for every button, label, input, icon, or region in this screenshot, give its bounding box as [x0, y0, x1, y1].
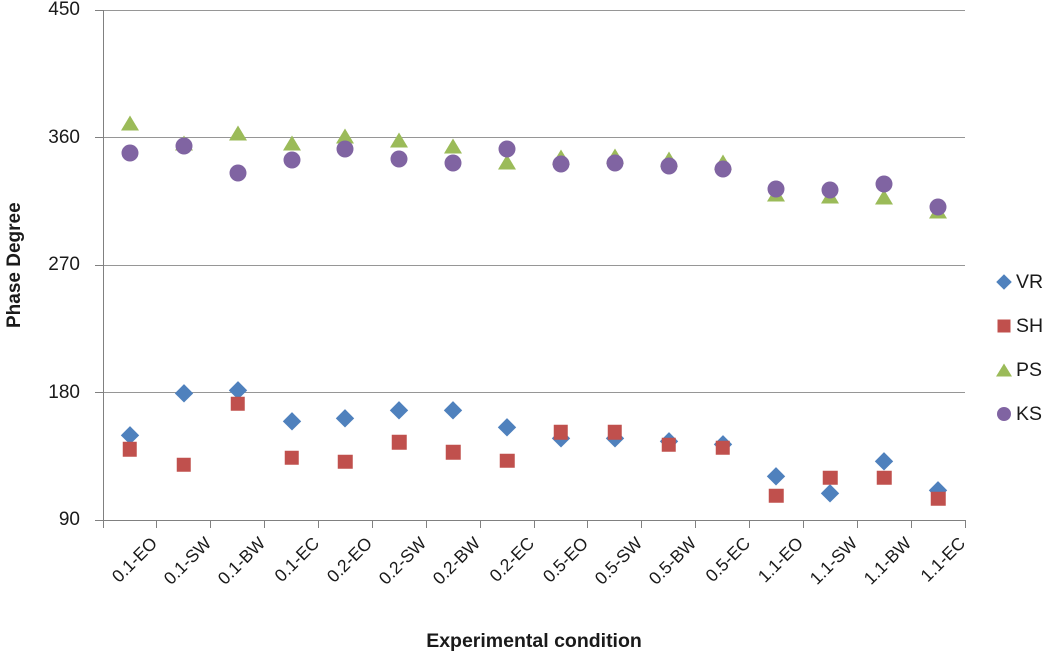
- x-tick-0: [102, 520, 104, 528]
- x-tick-12: [749, 520, 750, 528]
- marker-ps-0.1-BW: [228, 125, 247, 141]
- marker-sh-0.5-EC: [715, 440, 730, 455]
- y-tick-label-270: 270: [48, 254, 80, 275]
- marker-vr-0.2-SW: [390, 400, 409, 419]
- y-tick-270: [95, 264, 103, 266]
- marker-vr-0.2-EO: [336, 409, 355, 427]
- marker-sh-0.2-BW: [445, 444, 461, 460]
- marker-vr-1.1-BW: [875, 451, 894, 470]
- triangle-icon: [995, 362, 1012, 379]
- marker-ps-0.2-EO: [336, 128, 355, 144]
- marker-ks-0.5-EC: [714, 160, 732, 178]
- marker-sh-0.2-EO: [338, 454, 353, 470]
- marker-vr-0.2-EC: [498, 417, 516, 436]
- marker-ks-0.2-BW: [444, 154, 462, 172]
- y-tick-label-90: 90: [58, 509, 80, 530]
- x-tick-16: [964, 520, 966, 528]
- marker-vr-0.1-SW: [174, 383, 193, 402]
- marker-sh-0.5-EO: [553, 424, 569, 440]
- marker-ks-1.1-EO: [767, 180, 785, 197]
- legend-label-sh: SH: [1016, 314, 1044, 337]
- marker-ps-1.1-BW: [875, 189, 894, 205]
- marker-sh-1.1-EO: [769, 488, 784, 504]
- marker-sh-0.1-BW: [230, 396, 245, 412]
- y-axis-title: Phase Degree: [4, 202, 25, 328]
- legend-label-vr: VR: [1016, 270, 1044, 293]
- marker-vr-1.1-EO: [767, 467, 786, 485]
- marker-ks-0.5-BW: [660, 157, 678, 175]
- x-tick-9: [587, 520, 589, 528]
- marker-vr-0.1-EC: [282, 411, 301, 430]
- marker-sh-0.2-EC: [499, 453, 515, 468]
- y-tick-180: [95, 392, 103, 393]
- square-icon: [995, 318, 1012, 335]
- marker-ks-0.2-EC: [498, 140, 516, 158]
- marker-sh-1.1-BW: [876, 470, 892, 485]
- marker-ks-0.2-SW: [390, 150, 408, 168]
- y-tick-360: [95, 137, 103, 138]
- gridline-y-360: [103, 137, 965, 138]
- x-tick-13: [802, 520, 804, 528]
- marker-sh-0.1-EC: [284, 450, 299, 465]
- marker-ps-0.1-EC: [282, 135, 301, 151]
- marker-sh-1.1-SW: [823, 470, 838, 485]
- y-tick-label-180: 180: [48, 381, 80, 403]
- x-tick-1: [156, 520, 158, 528]
- x-tick-8: [533, 520, 535, 528]
- marker-sh-0.5-BW: [661, 437, 676, 453]
- x-tick-5: [371, 520, 373, 528]
- x-axis-title: Experimental condition: [426, 630, 642, 652]
- marker-sh-0.1-SW: [176, 457, 192, 472]
- x-tick-7: [479, 520, 481, 528]
- marker-ks-0.5-EO: [552, 155, 570, 173]
- marker-ks-0.1-EC: [283, 151, 301, 169]
- gridline-y-180: [103, 392, 965, 393]
- marker-ps-0.1-EO: [120, 115, 139, 131]
- gridline-y-270: [103, 264, 965, 266]
- legend-label-ps: PS: [1016, 358, 1043, 381]
- marker-sh-0.2-SW: [392, 434, 407, 450]
- marker-ks-0.2-EO: [336, 140, 354, 158]
- legend-item-ps: PS: [995, 358, 1042, 382]
- legend-item-ks: KS: [995, 402, 1042, 426]
- x-tick-6: [425, 520, 427, 528]
- marker-ps-0.2-SW: [390, 132, 409, 148]
- x-tick-3: [264, 520, 266, 528]
- legend-label-ks: KS: [1016, 402, 1043, 425]
- x-tick-15: [910, 520, 912, 528]
- marker-ks-0.1-EO: [121, 144, 139, 162]
- marker-ks-1.1-BW: [875, 175, 893, 193]
- marker-vr-0.2-BW: [444, 400, 463, 419]
- marker-ks-0.1-SW: [175, 137, 193, 155]
- x-tick-11: [695, 520, 697, 528]
- x-tick-10: [641, 520, 643, 528]
- y-tick-450: [95, 9, 103, 11]
- marker-vr-1.1-SW: [821, 484, 840, 502]
- legend-item-sh: SH: [995, 314, 1043, 338]
- marker-ks-0.1-BW: [229, 164, 247, 182]
- diamond-icon: [995, 274, 1012, 291]
- marker-ps-0.2-EC: [498, 154, 517, 170]
- x-tick-4: [318, 520, 319, 528]
- marker-sh-1.1-EC: [930, 491, 946, 506]
- circle-icon: [995, 406, 1012, 423]
- marker-sh-0.1-EO: [122, 441, 138, 457]
- x-tick-2: [210, 520, 212, 528]
- marker-ks-0.5-SW: [606, 154, 624, 172]
- marker-ps-0.2-BW: [444, 138, 463, 154]
- marker-sh-0.5-SW: [607, 424, 623, 440]
- y-tick-90: [95, 519, 103, 521]
- legend-item-vr: VR: [995, 270, 1043, 294]
- marker-ks-1.1-SW: [821, 181, 839, 199]
- marker-ks-1.1-EC: [929, 198, 947, 216]
- y-tick-label-450: 450: [48, 0, 80, 20]
- x-tick-14: [856, 520, 858, 528]
- y-tick-label-360: 360: [48, 126, 80, 148]
- gridline-y-450: [103, 9, 965, 11]
- y-axis-line: [103, 10, 104, 528]
